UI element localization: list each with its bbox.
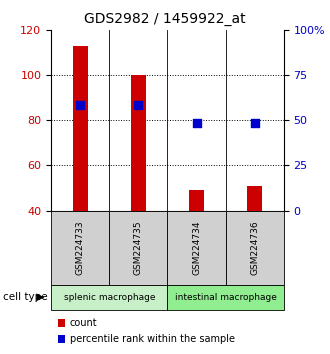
Bar <box>248 186 262 211</box>
Text: GSM224734: GSM224734 <box>192 221 201 275</box>
Text: GSM224736: GSM224736 <box>250 221 259 275</box>
Point <box>194 120 199 125</box>
Bar <box>131 75 146 211</box>
Text: count: count <box>70 318 98 328</box>
Text: splenic macrophage: splenic macrophage <box>64 293 155 302</box>
Text: intestinal macrophage: intestinal macrophage <box>175 293 277 302</box>
Bar <box>189 190 204 211</box>
Point <box>78 102 83 107</box>
Text: GDS2982 / 1459922_at: GDS2982 / 1459922_at <box>84 12 246 27</box>
Text: percentile rank within the sample: percentile rank within the sample <box>70 334 235 344</box>
Text: GSM224735: GSM224735 <box>134 221 143 275</box>
Bar <box>73 46 87 211</box>
Point <box>252 120 257 125</box>
Polygon shape <box>36 293 45 301</box>
Text: GSM224733: GSM224733 <box>76 221 85 275</box>
Text: cell type: cell type <box>3 292 48 302</box>
Point <box>136 102 141 107</box>
